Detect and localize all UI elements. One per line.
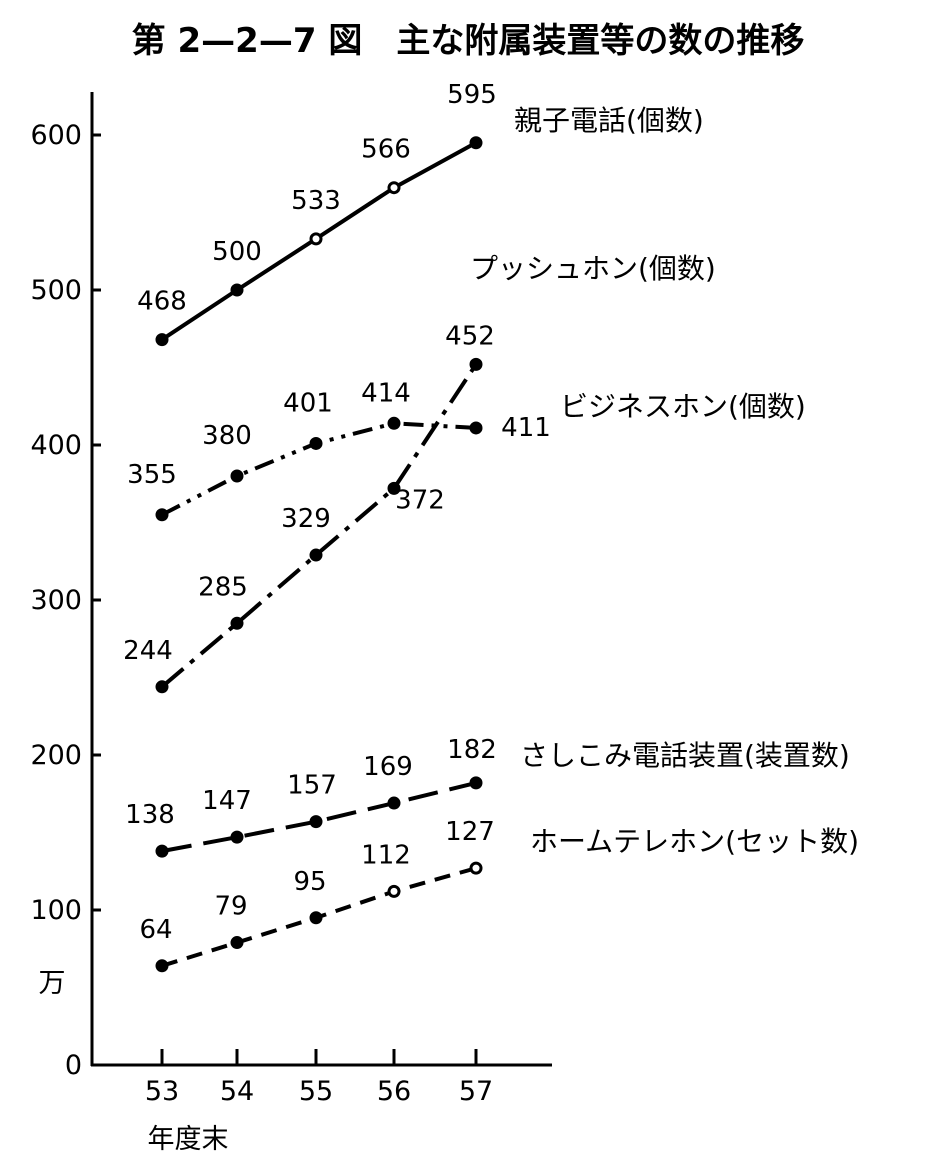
data-point <box>309 911 323 925</box>
data-point <box>469 776 483 790</box>
data-label: 127 <box>445 817 495 847</box>
data-point <box>387 481 401 495</box>
series-line <box>160 363 478 689</box>
data-label: 147 <box>202 786 252 816</box>
series-2: 244 285 329 372 452 プッシュホン(個数) <box>123 252 716 694</box>
data-label: 95 <box>293 867 326 897</box>
data-label: 157 <box>287 771 337 801</box>
data-label: 138 <box>125 800 175 830</box>
data-point <box>309 548 323 562</box>
data-point <box>230 616 244 630</box>
y-tick-label: 600 <box>30 120 82 151</box>
data-point <box>469 136 483 150</box>
data-label: 411 <box>501 413 551 443</box>
series-5: 64 79 95 112 127 ホームテレホン(セット数) <box>139 817 859 973</box>
series-1: 468 500 533 566 595 親子電話(個数) <box>137 80 704 347</box>
series-name-label: 親子電話(個数) <box>514 104 704 137</box>
data-point <box>155 333 169 347</box>
data-point <box>309 232 323 246</box>
data-label: 285 <box>198 572 248 602</box>
x-tick-label: 55 <box>299 1076 333 1107</box>
y-tick-label: 200 <box>30 740 82 771</box>
series-name-label: ホームテレホン(セット数) <box>530 825 859 858</box>
series-line <box>161 780 477 854</box>
data-point <box>309 436 323 450</box>
series-4: 138 147 157 169 182 さしこみ電話装置(装置数) <box>125 735 850 858</box>
data-label: 244 <box>123 636 173 666</box>
data-point <box>387 884 401 898</box>
y-axis-unit: 万 <box>39 968 66 999</box>
y-tick-label: 100 <box>30 895 82 926</box>
data-label: 372 <box>395 485 445 515</box>
data-point <box>155 680 169 694</box>
data-label: 182 <box>447 735 497 765</box>
x-tick-label: 53 <box>145 1076 179 1107</box>
data-point <box>230 936 244 950</box>
series-name-label: さしこみ電話装置(装置数) <box>520 739 850 772</box>
data-label: 452 <box>445 321 495 351</box>
data-label: 414 <box>361 378 411 408</box>
y-tick-label: 500 <box>30 275 82 306</box>
data-point <box>387 416 401 430</box>
data-point <box>387 181 401 195</box>
series-3: 355 380 401 414 411 ビジネスホン(個数) <box>127 378 806 522</box>
series-layer: 468 500 533 566 595 親子電話(個数) 244 285 329 372 452 プッ… <box>123 80 859 973</box>
y-tick-label: 400 <box>30 430 82 461</box>
data-label: 401 <box>283 388 333 418</box>
data-label: 79 <box>214 892 247 922</box>
chart-title: 第 2—2—7 図 主な附属装置等の数の推移 <box>132 21 805 61</box>
data-point <box>230 469 244 483</box>
data-point <box>309 815 323 829</box>
data-point <box>469 357 483 371</box>
data-label: 169 <box>363 752 413 782</box>
data-point <box>387 796 401 810</box>
axes: 0 100 200 300 400 500 600 53 54 55 56 57 <box>30 92 552 1107</box>
x-axis-label: 年度末 <box>148 1124 229 1155</box>
data-point <box>230 830 244 844</box>
y-tick-label: 300 <box>30 585 82 616</box>
data-point <box>155 508 169 522</box>
data-point <box>155 844 169 858</box>
data-label: 595 <box>447 80 497 110</box>
y-tick-label: 0 <box>65 1050 82 1081</box>
data-label: 533 <box>291 186 341 216</box>
x-tick-label: 54 <box>220 1076 254 1107</box>
data-label: 566 <box>361 135 411 165</box>
data-label: 500 <box>212 237 262 267</box>
data-label: 468 <box>137 287 187 317</box>
data-label: 112 <box>361 840 411 870</box>
x-tick-label: 56 <box>377 1076 411 1107</box>
data-point <box>469 861 483 875</box>
series-name-label: プッシュホン(個数) <box>470 252 716 285</box>
data-label: 64 <box>139 915 172 945</box>
data-point <box>469 421 483 435</box>
data-label: 380 <box>202 421 252 451</box>
data-point <box>230 283 244 297</box>
x-tick-label: 57 <box>459 1076 493 1107</box>
data-label: 329 <box>281 504 331 534</box>
series-name-label: ビジネスホン(個数) <box>560 390 806 423</box>
data-label: 355 <box>127 460 177 490</box>
data-point <box>155 959 169 973</box>
